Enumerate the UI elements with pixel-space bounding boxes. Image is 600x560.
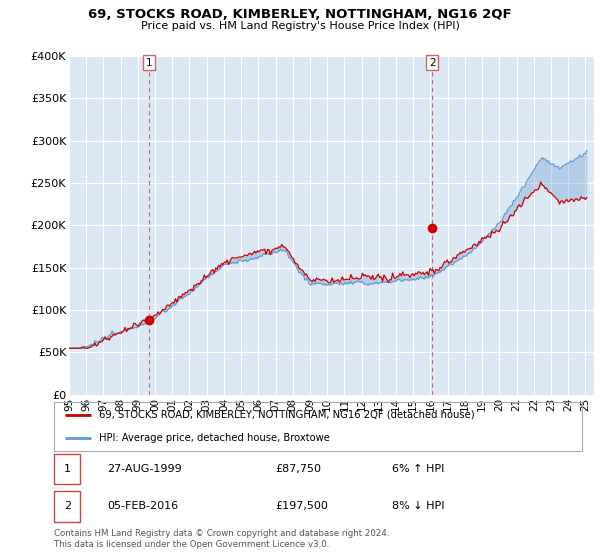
Text: 2: 2 (429, 58, 436, 68)
Text: Contains HM Land Registry data © Crown copyright and database right 2024.
This d: Contains HM Land Registry data © Crown c… (54, 529, 389, 549)
Text: 05-FEB-2016: 05-FEB-2016 (107, 501, 178, 511)
Text: 69, STOCKS ROAD, KIMBERLEY, NOTTINGHAM, NG16 2QF (detached house): 69, STOCKS ROAD, KIMBERLEY, NOTTINGHAM, … (99, 410, 475, 420)
Text: 27-AUG-1999: 27-AUG-1999 (107, 464, 182, 474)
Text: 1: 1 (146, 58, 152, 68)
Text: Price paid vs. HM Land Registry's House Price Index (HPI): Price paid vs. HM Land Registry's House … (140, 21, 460, 31)
Text: 69, STOCKS ROAD, KIMBERLEY, NOTTINGHAM, NG16 2QF: 69, STOCKS ROAD, KIMBERLEY, NOTTINGHAM, … (88, 8, 512, 21)
Text: 6% ↑ HPI: 6% ↑ HPI (392, 464, 444, 474)
Text: £197,500: £197,500 (276, 501, 329, 511)
Text: 1: 1 (64, 464, 71, 474)
Text: HPI: Average price, detached house, Broxtowe: HPI: Average price, detached house, Brox… (99, 433, 330, 444)
Text: £87,750: £87,750 (276, 464, 322, 474)
Text: 2: 2 (64, 501, 71, 511)
Text: 8% ↓ HPI: 8% ↓ HPI (392, 501, 445, 511)
FancyBboxPatch shape (54, 454, 80, 484)
FancyBboxPatch shape (54, 491, 80, 521)
